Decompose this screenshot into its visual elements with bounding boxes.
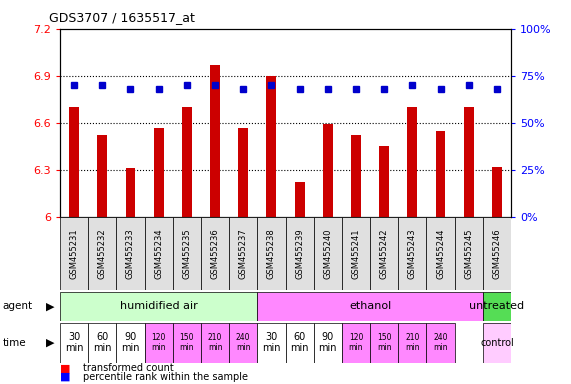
Bar [88, 217, 116, 290]
Text: GDS3707 / 1635517_at: GDS3707 / 1635517_at [49, 12, 194, 25]
Bar [427, 217, 455, 290]
Bar [210, 65, 220, 217]
Bar [464, 107, 474, 217]
Text: 120
min: 120 min [151, 333, 166, 352]
Text: GSM455241: GSM455241 [352, 228, 360, 279]
Bar [126, 168, 135, 217]
Bar [351, 136, 361, 217]
Text: 210
min: 210 min [208, 333, 222, 352]
Bar [144, 217, 173, 290]
Bar [116, 323, 144, 363]
Text: untreated: untreated [469, 301, 525, 311]
Text: transformed count: transformed count [83, 363, 174, 373]
Bar [229, 217, 258, 290]
Bar [173, 323, 201, 363]
Bar [492, 167, 502, 217]
Bar [88, 323, 116, 363]
Bar [399, 323, 427, 363]
Text: humidified air: humidified air [120, 301, 198, 311]
Bar [201, 323, 229, 363]
Text: ■: ■ [60, 372, 70, 382]
Bar [116, 217, 144, 290]
Text: 60
min: 60 min [93, 332, 111, 353]
Text: ▶: ▶ [46, 338, 54, 348]
Text: control: control [480, 338, 514, 348]
Text: percentile rank within the sample: percentile rank within the sample [83, 372, 248, 382]
Bar [436, 131, 445, 217]
Text: ▶: ▶ [46, 301, 54, 311]
Bar [173, 217, 201, 290]
Text: GSM455231: GSM455231 [70, 228, 79, 279]
Text: GSM455237: GSM455237 [239, 228, 248, 279]
Text: 60
min: 60 min [290, 332, 309, 353]
Text: ■: ■ [60, 363, 70, 373]
Text: 240
min: 240 min [236, 333, 251, 352]
Text: agent: agent [3, 301, 33, 311]
Text: GSM455235: GSM455235 [182, 228, 191, 279]
Text: GSM455238: GSM455238 [267, 228, 276, 279]
Text: 30
min: 30 min [262, 332, 281, 353]
Bar [201, 217, 229, 290]
Text: GSM455233: GSM455233 [126, 228, 135, 279]
Bar [295, 182, 304, 217]
Bar [342, 217, 370, 290]
Text: GSM455242: GSM455242 [380, 228, 389, 279]
Bar [258, 323, 286, 363]
Bar [182, 107, 192, 217]
Text: 90
min: 90 min [121, 332, 140, 353]
Text: 150
min: 150 min [179, 333, 194, 352]
Text: 90
min: 90 min [319, 332, 337, 353]
Text: GSM455239: GSM455239 [295, 228, 304, 279]
Text: ethanol: ethanol [349, 301, 391, 311]
Bar [455, 217, 483, 290]
Bar [97, 136, 107, 217]
Bar [342, 323, 370, 363]
Bar [370, 323, 399, 363]
Text: GSM455240: GSM455240 [323, 228, 332, 279]
Text: GSM455236: GSM455236 [211, 228, 219, 279]
Bar [483, 323, 511, 363]
Bar [483, 292, 511, 321]
Bar [144, 323, 173, 363]
Text: time: time [3, 338, 26, 348]
Text: 120
min: 120 min [349, 333, 363, 352]
Bar [313, 323, 342, 363]
Text: GSM455246: GSM455246 [492, 228, 501, 279]
Text: GSM455243: GSM455243 [408, 228, 417, 279]
Bar [60, 217, 88, 290]
Bar [323, 124, 333, 217]
Bar [258, 292, 483, 321]
Bar [286, 217, 313, 290]
Bar [399, 217, 427, 290]
Bar [483, 217, 511, 290]
Text: GSM455232: GSM455232 [98, 228, 107, 279]
Bar [313, 217, 342, 290]
Bar [69, 107, 79, 217]
Bar [229, 323, 258, 363]
Text: 240
min: 240 min [433, 333, 448, 352]
Text: 150
min: 150 min [377, 333, 392, 352]
Bar [427, 323, 455, 363]
Bar [408, 107, 417, 217]
Bar [60, 292, 258, 321]
Text: 30
min: 30 min [65, 332, 83, 353]
Text: GSM455234: GSM455234 [154, 228, 163, 279]
Bar [370, 217, 399, 290]
Bar [286, 323, 313, 363]
Bar [60, 323, 88, 363]
Text: GSM455244: GSM455244 [436, 228, 445, 279]
Bar [238, 127, 248, 217]
Bar [267, 76, 276, 217]
Text: GSM455245: GSM455245 [464, 228, 473, 279]
Bar [154, 127, 163, 217]
Bar [379, 146, 389, 217]
Bar [258, 217, 286, 290]
Text: 210
min: 210 min [405, 333, 420, 352]
